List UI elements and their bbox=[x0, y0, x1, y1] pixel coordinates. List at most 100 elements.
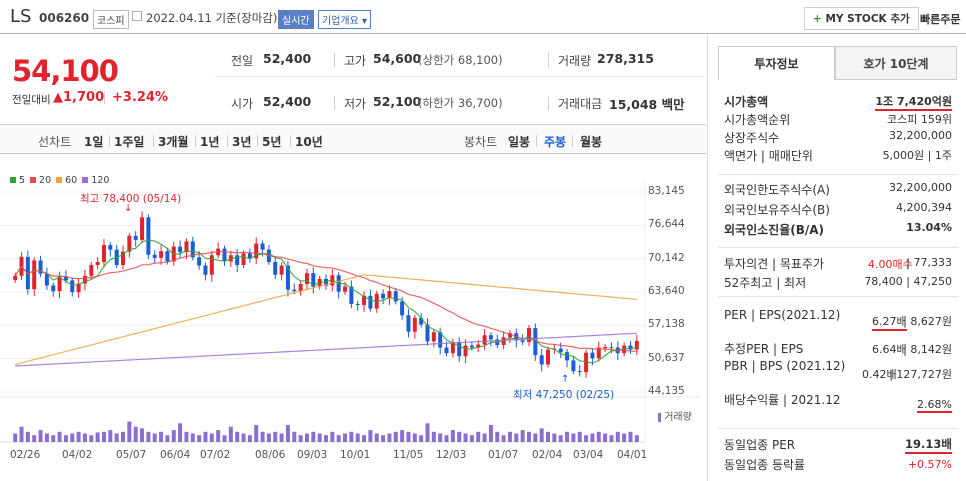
volume-bar bbox=[324, 435, 328, 442]
volume-bar bbox=[425, 423, 430, 442]
period-tab-6[interactable]: 10년 bbox=[295, 135, 323, 149]
company-overview-button[interactable]: 기업개요 ▾ bbox=[318, 10, 372, 29]
tab-order-book[interactable]: 호가 10단계 bbox=[835, 46, 957, 80]
volume-bar bbox=[577, 431, 582, 442]
period-tab-4[interactable]: 3년 bbox=[232, 135, 252, 149]
panel-value: 32,200,000 bbox=[889, 181, 952, 194]
realtime-badge[interactable]: 실시간 bbox=[278, 10, 314, 29]
divider bbox=[215, 76, 705, 77]
stock-name: LS bbox=[10, 6, 32, 27]
change-label: 전일대비 bbox=[12, 94, 51, 106]
candle-body bbox=[343, 286, 348, 292]
period-tab-0[interactable]: 1일 bbox=[84, 135, 104, 149]
candle-body bbox=[203, 265, 208, 275]
candle-body bbox=[425, 324, 430, 342]
candle-body bbox=[507, 333, 512, 338]
volume-bar bbox=[82, 433, 87, 442]
candle-body bbox=[438, 332, 443, 348]
tab-investment-info[interactable]: 투자정보 bbox=[718, 46, 835, 80]
candle-body bbox=[311, 273, 316, 287]
amount-value: 15,048 백만 bbox=[609, 97, 685, 112]
candle-body bbox=[140, 217, 145, 240]
volume-bar bbox=[152, 433, 157, 442]
period-tab-1[interactable]: 1주일 bbox=[114, 135, 145, 149]
volume-bar bbox=[546, 431, 551, 442]
divider bbox=[104, 92, 105, 104]
volume-bar bbox=[336, 435, 341, 442]
candle-weekly-tab[interactable]: 주봉 bbox=[544, 135, 567, 149]
divider bbox=[153, 135, 154, 147]
volume-bar bbox=[393, 431, 398, 442]
panel-label: 외국인보유주식수(B) bbox=[724, 203, 830, 217]
volume-bar bbox=[140, 428, 145, 442]
volume-bar bbox=[13, 433, 18, 442]
volume-bar bbox=[178, 423, 183, 442]
volume-bar bbox=[565, 431, 570, 442]
volume-bar bbox=[507, 431, 512, 442]
volume-bar bbox=[431, 431, 436, 442]
candle-body bbox=[609, 347, 614, 349]
high-label: 고가 bbox=[344, 54, 367, 68]
candle-body bbox=[526, 328, 531, 342]
eps-value: | 8,627원 bbox=[903, 315, 952, 328]
candle-body bbox=[457, 341, 462, 357]
volume-bar bbox=[362, 435, 367, 442]
candle-body bbox=[501, 337, 506, 346]
open-label: 시가 bbox=[231, 97, 254, 111]
candle-body bbox=[558, 348, 563, 353]
volume-bar bbox=[76, 431, 81, 442]
panel-label: 상장주식수 bbox=[724, 131, 780, 145]
quick-order-link[interactable]: 빠른주문 bbox=[920, 13, 961, 26]
x-tick-label: 07/02 bbox=[200, 449, 231, 461]
candle-body bbox=[254, 243, 259, 259]
volume-bar bbox=[438, 433, 443, 442]
divider bbox=[707, 34, 708, 481]
my-stock-add-button[interactable]: + MY STOCK 추가 bbox=[804, 7, 919, 30]
volume-bar bbox=[222, 435, 227, 442]
candle-body bbox=[152, 254, 157, 258]
candle-body bbox=[127, 235, 132, 252]
divider bbox=[334, 96, 335, 110]
x-tick-label: 04/01 bbox=[617, 449, 648, 461]
candle-daily-tab[interactable]: 일봉 bbox=[508, 135, 531, 149]
period-tab-3[interactable]: 1년 bbox=[200, 135, 220, 149]
candle-body bbox=[304, 273, 309, 285]
panel-label: 액면가 | 매매단위 bbox=[724, 149, 813, 163]
price-chart[interactable] bbox=[0, 180, 700, 480]
volume-bar bbox=[133, 426, 138, 442]
x-tick-label: 01/07 bbox=[488, 449, 519, 461]
volume-bar bbox=[501, 435, 506, 442]
candle-monthly-tab[interactable]: 월봉 bbox=[580, 135, 603, 149]
period-bar: 선차트 1일 1주일 3개월 1년 3년 5년 10년 봉차트 일봉 주봉 월봉 bbox=[0, 124, 706, 154]
volume-bar bbox=[482, 433, 487, 442]
low-value: 52,100 bbox=[373, 94, 422, 109]
candle-body bbox=[381, 293, 386, 299]
candle-body bbox=[577, 371, 582, 373]
y-tick-label: 50,637 bbox=[648, 351, 685, 364]
divider bbox=[227, 135, 228, 147]
period-tab-5[interactable]: 5년 bbox=[262, 135, 282, 149]
candle-body bbox=[596, 347, 601, 359]
x-tick-label: 03/04 bbox=[573, 449, 604, 461]
candle-body bbox=[70, 280, 75, 293]
candle-body bbox=[57, 276, 62, 292]
volume-bar bbox=[412, 433, 417, 442]
volume-bar bbox=[330, 431, 335, 442]
candle-body bbox=[247, 253, 252, 259]
x-tick-label: 09/03 bbox=[297, 449, 328, 461]
candle-body bbox=[463, 345, 468, 357]
lower-limit: (하한가 36,700) bbox=[418, 96, 503, 110]
period-tab-2[interactable]: 3개월 bbox=[158, 135, 189, 149]
x-tick-label: 10/01 bbox=[340, 449, 371, 461]
volume-bar bbox=[190, 433, 195, 442]
volume-bar bbox=[216, 430, 221, 442]
candle-body bbox=[235, 255, 240, 266]
volume-bar bbox=[419, 435, 424, 442]
volume-legend-label: 거래량 bbox=[664, 412, 692, 423]
volume-bar bbox=[209, 433, 214, 442]
panel-value: 5,000원 | 1주 bbox=[882, 149, 952, 162]
volume-bar bbox=[596, 431, 601, 442]
volume-label: 거래량 bbox=[558, 54, 592, 68]
candle-body bbox=[298, 284, 303, 292]
divider bbox=[572, 135, 573, 147]
